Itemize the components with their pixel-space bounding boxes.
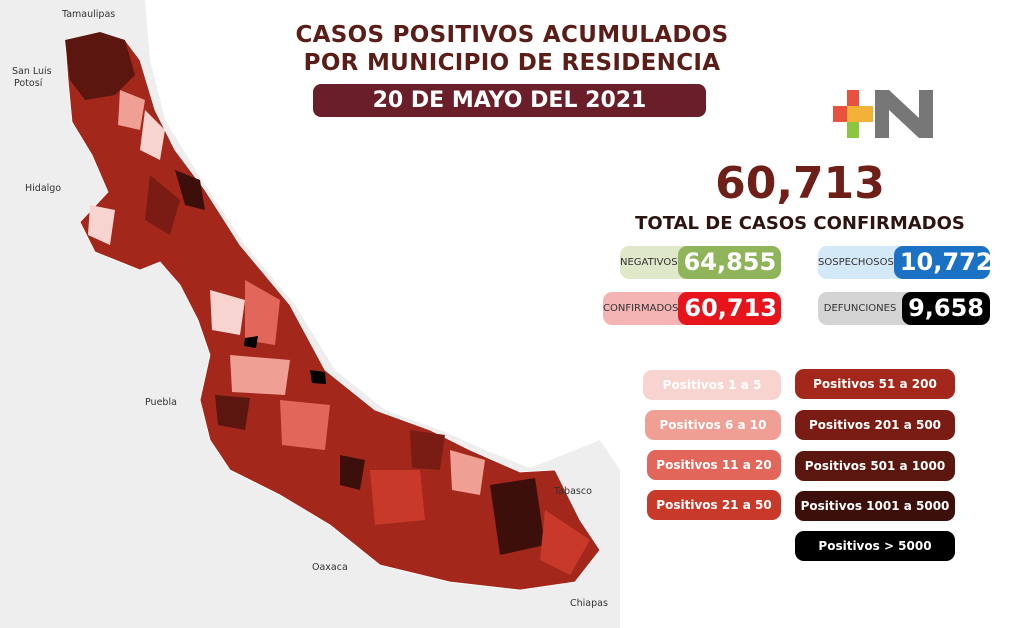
- date-banner: 20 DE MAYO DEL 2021: [313, 84, 706, 117]
- region-dark-3: [310, 370, 326, 384]
- region-pink-2: [280, 400, 330, 450]
- stat-negativos: NEGATIVOS 64,855: [620, 246, 781, 279]
- region-light-4: [210, 290, 245, 335]
- logo: [833, 90, 933, 138]
- stat-label: DEFUNCIONES: [823, 303, 897, 314]
- label-puebla: Puebla: [145, 397, 177, 408]
- stat-value: 60,713: [678, 292, 781, 325]
- stat-label: CONFIRMADOS: [603, 303, 679, 314]
- region-dark-5: [340, 455, 365, 490]
- stat-value: 10,772: [893, 246, 990, 279]
- stat-label: NEGATIVOS: [620, 257, 678, 268]
- label-potosi: Potosí: [14, 78, 43, 89]
- region-mid-2: [370, 470, 425, 525]
- legend-item: Positivos > 5000: [795, 531, 955, 561]
- region-dark-1: [175, 170, 205, 210]
- legend-item: Positivos 21 a 50: [647, 490, 781, 520]
- region-light-2: [118, 90, 145, 130]
- label-chiapas: Chiapas: [570, 598, 608, 609]
- label-hidalgo: Hidalgo: [25, 183, 62, 194]
- legend-item: Positivos 51 a 200: [795, 369, 955, 399]
- region-mid-3: [410, 430, 445, 470]
- stat-value: 64,855: [677, 246, 781, 279]
- region-light-5: [230, 355, 290, 395]
- title-line-1: CASOS POSITIVOS ACUMULADOS: [295, 22, 729, 48]
- legend-item: Positivos 6 a 10: [645, 410, 781, 440]
- legend-item: Positivos 1001 a 5000: [795, 491, 955, 521]
- region-light-3: [88, 205, 115, 245]
- region-light-6: [450, 450, 485, 495]
- total-cases-label: TOTAL DE CASOS CONFIRMADOS: [635, 213, 965, 234]
- label-san-luis: San Luis: [12, 66, 52, 77]
- region-dark-4: [215, 395, 250, 430]
- legend-item: Positivos 11 a 20: [647, 450, 781, 480]
- total-cases-value: 60,713: [715, 158, 885, 209]
- label-tabasco: Tabasco: [554, 486, 592, 497]
- label-oaxaca: Oaxaca: [312, 562, 348, 573]
- legend-item: Positivos 201 a 500: [795, 410, 955, 440]
- region-mid-1: [145, 175, 180, 235]
- stat-value: 9,658: [902, 292, 990, 325]
- title-line-2: POR MUNICIPIO DE RESIDENCIA: [303, 50, 721, 76]
- region-pink-1: [245, 280, 280, 345]
- region-light-1: [140, 110, 165, 160]
- stat-confirmados: CONFIRMADOS 60,713: [603, 292, 781, 325]
- stat-label: SOSPECHOSOS: [818, 257, 894, 268]
- region-dark-2: [244, 336, 258, 348]
- legend-item: Positivos 1 a 5: [643, 370, 781, 400]
- region-mid-4: [540, 510, 590, 575]
- stat-defunciones: DEFUNCIONES 9,658: [818, 292, 990, 325]
- region-north: [65, 32, 135, 100]
- region-dark-6: [490, 478, 545, 555]
- label-tamaulipas: Tamaulipas: [62, 9, 116, 20]
- stat-sospechosos: SOSPECHOSOS 10,772: [818, 246, 990, 279]
- legend-item: Positivos 501 a 1000: [795, 451, 955, 481]
- veracruz-state: [64, 31, 601, 591]
